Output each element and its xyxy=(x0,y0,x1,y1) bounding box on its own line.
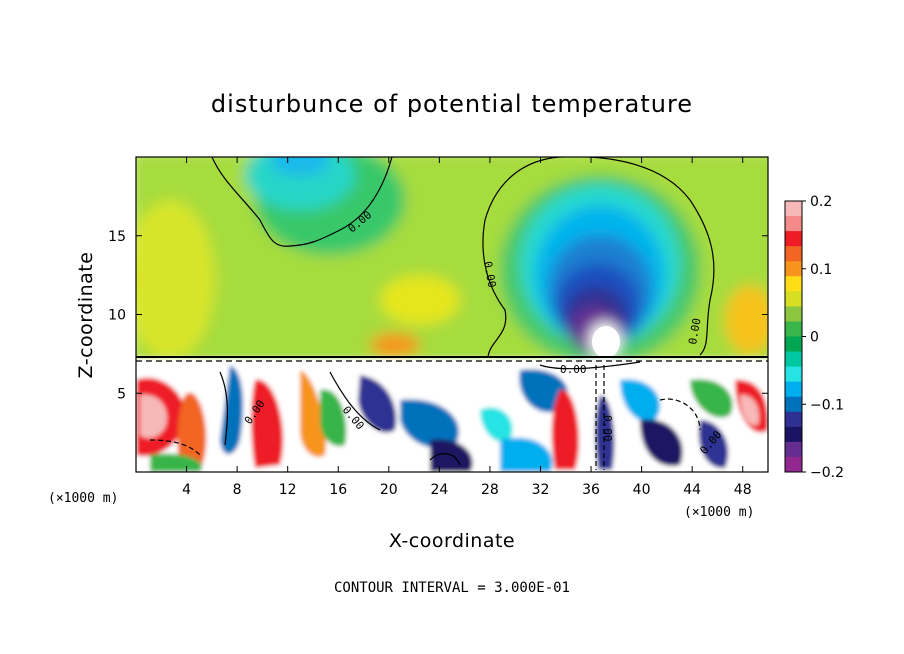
chart-title: disturbunce of potential temperature xyxy=(211,90,693,118)
colorbar-swatch xyxy=(785,366,802,383)
colorbar-swatch xyxy=(785,321,802,337)
colorbar-swatch xyxy=(785,276,802,292)
x-tick-label: 28 xyxy=(481,482,499,498)
x-tick-label: 48 xyxy=(734,482,752,498)
contour-label: 0.00 xyxy=(601,415,614,442)
colorbar-swatch xyxy=(785,306,802,322)
y-axis-title: Z-coordinate xyxy=(75,252,97,379)
contour-label: 0.00 xyxy=(481,260,498,288)
colorbar-swatch xyxy=(785,426,802,443)
y-tick-label: 5 xyxy=(117,386,126,402)
lower-field xyxy=(136,358,768,472)
x-tick-label: 44 xyxy=(683,482,701,498)
colorbar-tick-label: 0.2 xyxy=(810,194,832,210)
x-tick-label: 20 xyxy=(380,482,398,498)
x-tick-label: 12 xyxy=(279,482,297,498)
colorbar-swatch xyxy=(785,231,802,247)
y-axis-ticks: 5 10 15 xyxy=(108,229,768,402)
x-tick-label: 4 xyxy=(182,482,191,498)
colorbar-swatch xyxy=(785,351,802,368)
colorbar-swatch xyxy=(785,261,802,277)
contour-label: 0.00 xyxy=(560,363,587,376)
x-tick-label: 8 xyxy=(233,482,242,498)
colorbar-swatch xyxy=(785,441,802,458)
colorbar-swatch xyxy=(785,456,802,473)
colorbar-swatch xyxy=(785,246,802,262)
colorbar-swatch xyxy=(785,216,802,232)
colorbar xyxy=(784,200,803,473)
y-tick-label: 15 xyxy=(108,229,126,245)
x-tick-label: 16 xyxy=(329,482,347,498)
upper-field xyxy=(136,157,768,365)
x-axis-ticks: 4 8 12 16 20 24 28 32 36 40 44 48 xyxy=(182,157,752,498)
colorbar-swatch xyxy=(785,381,802,398)
colorbar-swatch xyxy=(785,336,802,352)
x-unit-label-left: (×1000 m) xyxy=(48,491,118,506)
x-tick-label: 32 xyxy=(532,482,550,498)
x-tick-label: 40 xyxy=(633,482,651,498)
x-axis-title: X-coordinate xyxy=(389,530,515,552)
colorbar-tick-label: −0.1 xyxy=(810,397,844,413)
y-tick-label: 10 xyxy=(108,308,126,324)
x-tick-label: 24 xyxy=(430,482,448,498)
colorbar-tick-label: 0.1 xyxy=(810,262,832,278)
colorbar-tick-label: 0 xyxy=(810,330,819,346)
contour-label: 0.00 xyxy=(686,317,703,345)
colorbar-swatch xyxy=(785,291,802,307)
colorbar-swatch xyxy=(785,201,802,217)
colorbar-tick-label: −0.2 xyxy=(810,465,844,481)
heatmap-field: 0.00 0.00 0.00 0.00 0.00 0.00 0.00 0.00 xyxy=(136,157,768,472)
x-tick-label: 36 xyxy=(582,482,600,498)
colorbar-ticks: 0.2 0.1 0 −0.1 −0.2 xyxy=(802,194,844,481)
colorbar-swatch xyxy=(785,396,802,413)
colorbar-swatch xyxy=(785,411,802,428)
x-unit-label-right: (×1000 m) xyxy=(684,505,754,520)
contour-lines xyxy=(136,157,768,470)
contour-interval-note: CONTOUR INTERVAL = 3.000E-01 xyxy=(334,580,570,596)
